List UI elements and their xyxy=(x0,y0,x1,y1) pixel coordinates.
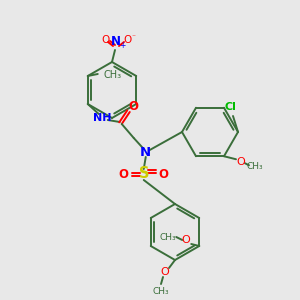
Text: CH₃: CH₃ xyxy=(247,162,263,171)
Text: N: N xyxy=(111,35,121,48)
Text: N: N xyxy=(140,146,151,158)
Text: CH₃: CH₃ xyxy=(104,70,122,80)
Text: Cl: Cl xyxy=(224,102,236,112)
Text: +: + xyxy=(119,41,125,50)
Text: CH₃: CH₃ xyxy=(153,287,169,296)
Text: O: O xyxy=(182,235,190,245)
Text: ⁻: ⁻ xyxy=(131,32,135,41)
Text: O: O xyxy=(160,267,169,277)
Text: NH: NH xyxy=(92,113,111,123)
Text: O: O xyxy=(119,167,129,181)
Text: S: S xyxy=(139,167,149,182)
Text: O: O xyxy=(123,35,131,45)
Text: O: O xyxy=(129,100,139,113)
Text: O: O xyxy=(237,157,245,167)
Text: O: O xyxy=(159,167,169,181)
Text: CH₃: CH₃ xyxy=(160,232,177,242)
Text: O: O xyxy=(101,35,109,45)
